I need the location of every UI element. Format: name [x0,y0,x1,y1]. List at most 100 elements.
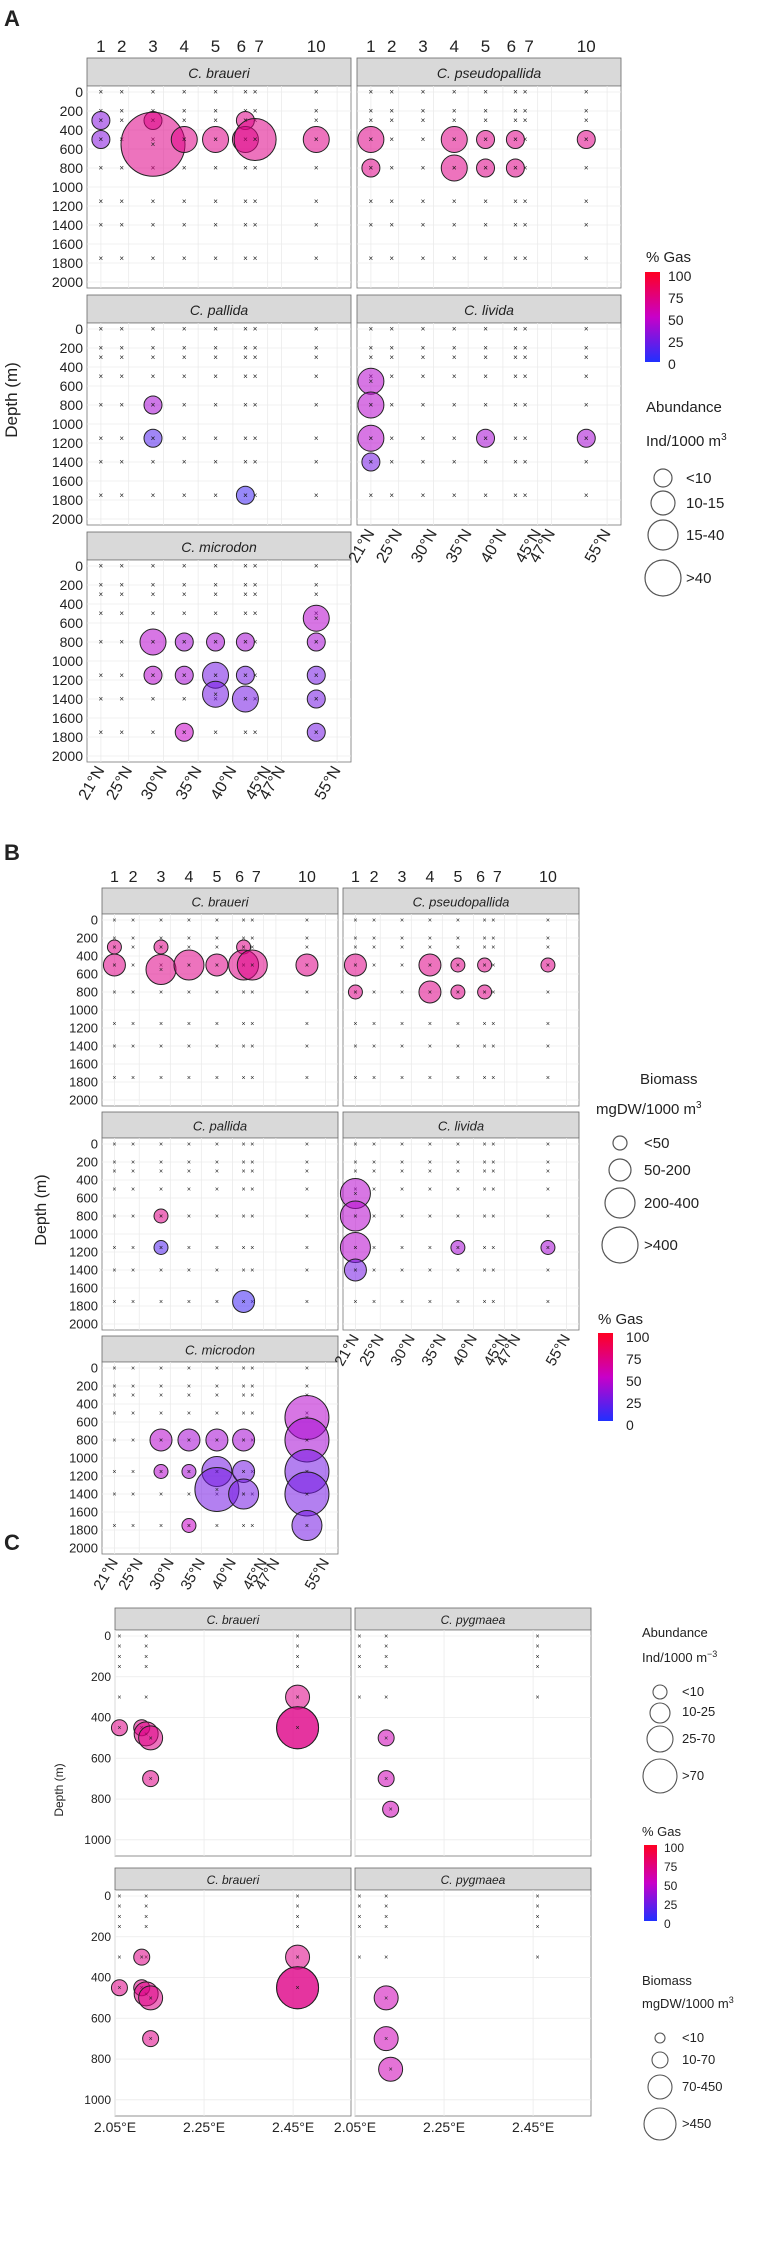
sample-mark: × [243,434,248,443]
sample-mark: × [456,1169,460,1176]
sample-mark: × [187,1169,191,1176]
x-tick-label: 40°N [208,1556,239,1594]
sample-mark: × [112,918,116,925]
legend-c-size-circle [654,2032,666,2044]
sample-mark: × [456,918,460,925]
sample-mark: × [159,1384,163,1391]
data-bubble [205,1428,229,1452]
sample-mark: × [182,221,187,230]
sample-mark: × [151,609,156,618]
sample-mark: × [546,1187,550,1194]
legend-b-gas-tick: 0 [626,1417,634,1433]
sample-mark: × [357,1894,361,1901]
sample-mark: × [159,1492,163,1499]
sample-mark: × [215,1268,219,1275]
sample-mark: × [243,344,248,353]
sample-mark: × [353,1021,357,1028]
sample-mark: × [452,197,457,206]
data-point-mark: × [389,2067,393,2074]
sample-mark: × [523,88,528,97]
legend-c-size-circle [651,2051,669,2069]
x-tick-label: 2.25°E [183,2119,225,2135]
data-bubble [357,391,385,419]
data-point-mark: × [250,963,254,970]
data-point-mark: × [353,990,357,997]
station-label: 6 [235,869,244,886]
sample-mark: × [546,936,550,943]
sample-mark: × [513,197,518,206]
station-label: 10 [539,869,557,886]
x-tick-label: 35°N [177,1556,208,1594]
sample-mark: × [159,1160,163,1167]
sample-mark: × [513,116,518,125]
y-tick-label: 600 [60,615,84,631]
data-point-mark: × [369,458,374,467]
data-bubble [343,953,367,977]
sample-mark: × [452,458,457,467]
sample-mark: × [372,1214,376,1221]
sample-mark: × [243,581,248,590]
sample-mark: × [483,197,488,206]
sample-mark: × [151,695,156,704]
legend-a-size-circle [644,559,682,597]
sample-mark: × [242,1142,246,1149]
sample-mark: × [182,88,187,97]
sample-mark: × [384,1664,388,1671]
sample-mark: × [400,945,404,952]
sample-mark: × [182,401,187,410]
station-label: 2 [117,37,126,56]
sample-mark: × [213,164,218,173]
legend-b-gas-tick: 75 [626,1351,642,1367]
sample-mark: × [372,1044,376,1051]
sample-mark: × [546,1214,550,1221]
sample-mark: × [523,164,528,173]
sample-mark: × [159,1393,163,1400]
sample-mark: × [119,434,124,443]
data-point-mark: × [187,963,191,970]
sample-mark: × [314,88,319,97]
sample-mark: × [253,590,258,599]
sample-mark: × [428,936,432,943]
sample-mark: × [213,590,218,599]
sample-mark: × [117,1894,121,1901]
sample-mark: × [483,88,488,97]
sample-mark: × [151,581,156,590]
sample-mark: × [213,88,218,97]
sample-mark: × [250,1245,254,1252]
data-point-mark: × [384,1776,388,1783]
sample-mark: × [314,372,319,381]
sample-mark: × [250,990,254,997]
data-point-mark: × [314,638,319,647]
sample-mark: × [250,1169,254,1176]
sample-mark: × [513,401,518,410]
sample-mark: × [421,107,426,116]
sample-mark: × [131,1366,135,1373]
sample-mark: × [372,1142,376,1149]
y-tick-label: 0 [75,321,83,337]
legend-b-size-circle [608,1158,632,1182]
data-point-mark: × [187,1469,191,1476]
data-point-mark: × [456,963,460,970]
sample-mark: × [119,372,124,381]
y-tick-label: 1000 [52,653,83,669]
sample-mark: × [421,491,426,500]
sample-mark: × [483,107,488,116]
sample-mark: × [253,671,258,680]
sample-mark: × [253,254,258,263]
y-tick-label: 200 [60,340,84,356]
sample-mark: × [182,107,187,116]
data-point-mark: × [353,1268,357,1275]
sample-mark: × [546,1268,550,1275]
data-point-mark: × [384,1995,388,2002]
sample-mark: × [584,197,589,206]
legend-c-biomass-unit: mgDW/1000 m3 [642,1995,734,2011]
y-tick-label: 400 [60,122,84,138]
sample-mark: × [456,1187,460,1194]
sample-mark: × [421,372,426,381]
data-point-mark: × [149,2036,153,2043]
data-point-mark: × [215,963,219,970]
sample-mark: × [119,116,124,125]
sample-mark: × [213,221,218,230]
sample-mark: × [428,918,432,925]
sample-mark: × [250,1393,254,1400]
